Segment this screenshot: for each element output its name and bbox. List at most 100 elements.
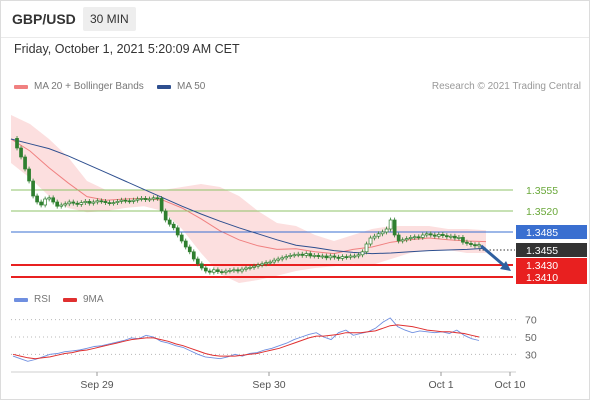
candle-body xyxy=(300,253,305,256)
candle-body xyxy=(296,253,301,256)
candle-body xyxy=(248,267,252,269)
candle-body xyxy=(420,234,425,238)
candle-body xyxy=(139,198,144,200)
candle-body xyxy=(19,147,23,158)
candle-body xyxy=(99,200,104,203)
candle-body xyxy=(348,255,353,258)
candle-body xyxy=(453,235,457,239)
candle-body xyxy=(220,271,224,273)
candle-body xyxy=(59,204,64,207)
candle-body xyxy=(159,198,164,212)
candle-body xyxy=(236,269,240,272)
candle-body xyxy=(344,256,349,258)
candle-body xyxy=(316,255,321,257)
candle-body xyxy=(332,255,337,258)
x-tick-label: Sep 29 xyxy=(80,379,113,391)
rsi-swatch-icon xyxy=(14,297,28,302)
candle-body xyxy=(308,253,313,257)
candle-body xyxy=(477,244,481,247)
candle-body xyxy=(404,238,409,241)
level-label-pivot: 1.3485 xyxy=(526,227,558,239)
candle-body xyxy=(155,197,160,200)
candle-body xyxy=(51,197,56,203)
candle-body xyxy=(75,202,80,205)
candle-body xyxy=(288,255,293,257)
candle-body xyxy=(324,255,329,259)
ma50-swatch-icon xyxy=(157,84,171,89)
candle-body xyxy=(103,201,108,203)
legend-rsi: RSI xyxy=(14,294,51,305)
candle-body xyxy=(175,227,180,236)
candle-body xyxy=(304,253,309,256)
candle-body xyxy=(392,219,397,236)
candle-body xyxy=(95,200,100,203)
ma50-line xyxy=(10,138,487,255)
candle-body xyxy=(91,201,96,204)
candle-body xyxy=(39,201,43,206)
symbol-title: GBP/USD xyxy=(12,11,76,27)
candle-body xyxy=(356,254,361,257)
legend-9ma-label: 9MA xyxy=(83,294,104,305)
candle-body xyxy=(336,256,341,259)
candle-body xyxy=(376,233,381,237)
candle-body xyxy=(292,254,297,257)
level-label-s2: 1.3410 xyxy=(526,272,558,284)
candle-body xyxy=(284,256,289,259)
candle-body xyxy=(457,237,461,239)
interval-button[interactable]: 30 MIN xyxy=(83,7,136,31)
candle-body xyxy=(360,251,365,256)
candle-body xyxy=(143,198,148,200)
forecast-arrow-shaft xyxy=(480,244,508,270)
rsi-ma9-line xyxy=(12,324,480,360)
candle-body xyxy=(111,202,116,204)
candle-body xyxy=(183,240,188,248)
candle-body xyxy=(199,263,204,269)
ma9-swatch-icon xyxy=(63,297,77,302)
level-label-s1: 1.3430 xyxy=(526,260,558,272)
level-label-r1: 1.3520 xyxy=(526,206,558,218)
candle-body xyxy=(469,243,473,245)
candle-body xyxy=(232,269,236,272)
candle-body xyxy=(461,237,465,243)
x-tick-label: Oct 10 xyxy=(495,379,526,391)
candle-body xyxy=(424,233,429,236)
candle-body xyxy=(87,201,92,204)
candle-body xyxy=(23,156,27,170)
candle-body xyxy=(107,202,112,204)
candle-body xyxy=(67,201,72,205)
candle-body xyxy=(115,201,120,203)
level-tag-pivot xyxy=(516,225,587,239)
candle-body xyxy=(43,198,47,206)
candle-body xyxy=(187,246,192,253)
candle-body xyxy=(163,210,168,221)
candle-body xyxy=(473,244,477,247)
candle-body xyxy=(151,197,156,200)
candle-body xyxy=(195,258,200,265)
candle-body xyxy=(408,237,413,239)
x-tick-label: Sep 30 xyxy=(252,379,285,391)
candle-body xyxy=(131,199,136,202)
candle-body xyxy=(388,219,393,230)
candle-body xyxy=(252,265,256,268)
rsi-tick-label: 70 xyxy=(525,315,537,327)
current-price-label: 1.3455 xyxy=(526,245,558,257)
candle-body xyxy=(15,138,19,149)
candle-body xyxy=(432,234,437,237)
candle-body xyxy=(400,239,405,242)
candles-group xyxy=(15,136,481,275)
current-price-tag xyxy=(516,243,587,257)
candle-body xyxy=(465,241,469,244)
candle-body xyxy=(127,200,132,203)
candle-body xyxy=(272,259,276,263)
candle-body xyxy=(147,198,152,201)
legend-ma50-label: MA 50 xyxy=(177,81,206,92)
candle-body xyxy=(135,198,140,201)
candle-body xyxy=(436,234,441,237)
rsi-tick-label: 50 xyxy=(525,332,537,344)
copyright-text: Research © 2021 Trading Central xyxy=(431,81,581,92)
candle-body xyxy=(179,234,184,242)
candle-body xyxy=(240,268,244,272)
x-tick-label: Oct 1 xyxy=(428,379,453,391)
